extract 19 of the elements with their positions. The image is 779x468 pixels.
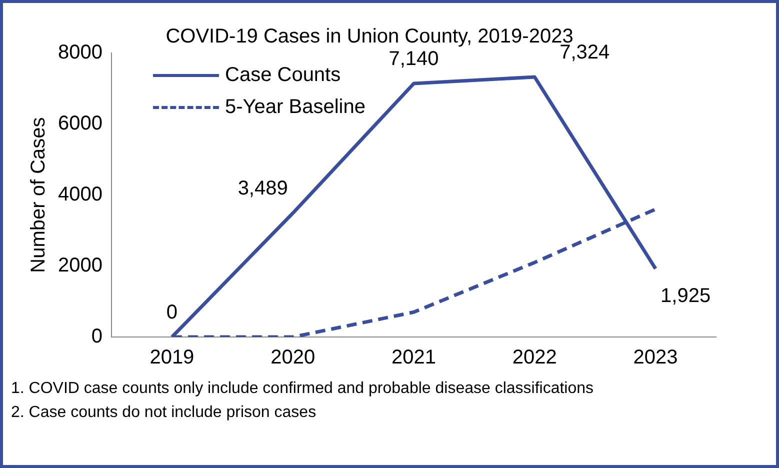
y-axis-title: Number of Cases: [28, 117, 50, 273]
data-label: 1,925: [660, 285, 711, 308]
y-tick-label: 4000: [58, 184, 102, 206]
y-tick-label: 2000: [58, 254, 102, 277]
y-tick-label: 0: [91, 326, 102, 348]
y-tick-label: 6000: [58, 112, 102, 135]
data-label: 3,489: [238, 178, 288, 200]
x-tick-label: 2023: [633, 346, 678, 369]
text: 2. Case counts do not include prison cases: [11, 403, 318, 423]
text: 1. COVID case counts only include confirmed and probable disease classifications: [11, 379, 595, 399]
x-tick-label: 2020: [270, 346, 316, 369]
x-tick-label: 2021: [391, 346, 436, 369]
data-label: 7,140: [388, 48, 439, 70]
y-tick-label: 8000: [58, 42, 102, 64]
x-tick-label: 2022: [512, 346, 557, 369]
x-tick-label: 2019: [150, 346, 194, 369]
data-label: 0: [166, 302, 178, 324]
legend-label: 5-Year Baseline: [225, 95, 366, 120]
legend-label: Case Counts: [225, 63, 341, 88]
